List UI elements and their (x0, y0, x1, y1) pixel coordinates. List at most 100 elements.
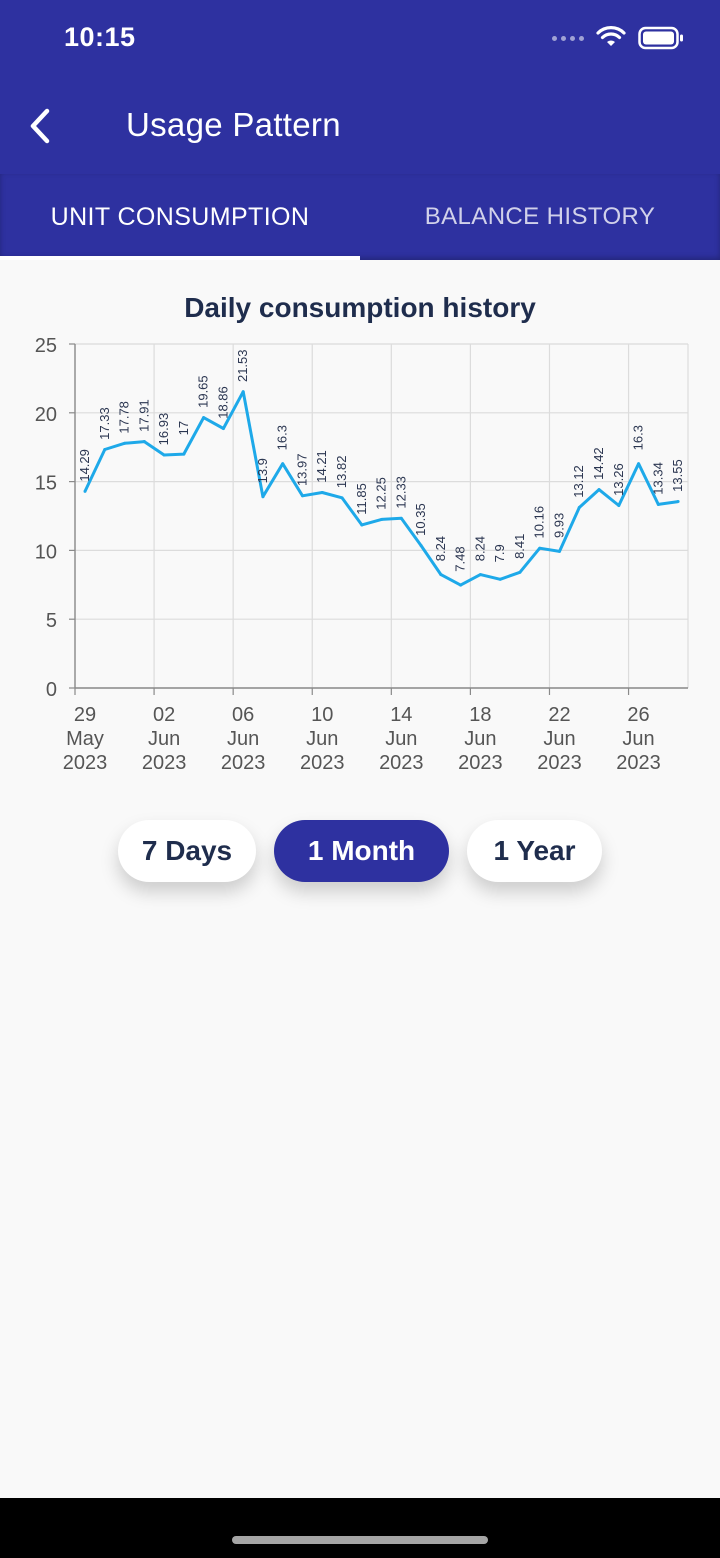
y-tick-label: 5 (46, 610, 57, 632)
tab-balance-history[interactable]: BALANCE HISTORY (360, 174, 720, 260)
consumption-line-chart: 051015202529May202302Jun202306Jun202310J… (35, 335, 689, 774)
y-tick-label: 20 (35, 404, 57, 426)
data-label: 12.33 (393, 476, 408, 509)
data-label: 8.41 (512, 534, 527, 559)
plot-area (75, 344, 688, 688)
data-label: 13.97 (294, 453, 309, 486)
x-tick-label-day: 26 (627, 704, 649, 726)
data-label: 18.86 (215, 386, 230, 419)
tab-label: BALANCE HISTORY (424, 203, 656, 230)
data-point (498, 577, 502, 581)
x-tick-label-year: 2023 (63, 752, 108, 774)
data-label: 13.9 (255, 458, 270, 483)
x-tick-label-year: 2023 (379, 752, 424, 774)
x-tick-label-month: Jun (148, 728, 180, 750)
x-tick-label-year: 2023 (458, 752, 503, 774)
data-label: 7.48 (453, 546, 468, 571)
x-tick-label-month: Jun (543, 728, 575, 750)
tab-indicator (0, 256, 360, 260)
data-label: 13.12 (571, 465, 586, 498)
range-1-month-button[interactable]: 1 Month (274, 820, 449, 882)
data-point (617, 504, 621, 508)
data-point (577, 505, 581, 509)
x-tick-label-month: May (66, 728, 104, 750)
data-label: 16.93 (156, 413, 171, 446)
battery-icon (638, 26, 683, 50)
tab-label: UNIT CONSUMPTION (50, 202, 310, 231)
tab-unit-consumption[interactable]: UNIT CONSUMPTION (0, 174, 360, 260)
x-tick-label-year: 2023 (300, 752, 345, 774)
status-bar: 10:15 (0, 0, 720, 80)
data-label: 7.9 (492, 544, 507, 562)
data-point (478, 573, 482, 577)
data-point (300, 494, 304, 498)
data-point (637, 462, 641, 466)
data-point (261, 495, 265, 499)
x-tick-label-month: Jun (227, 728, 259, 750)
chevron-left-icon (30, 108, 50, 144)
data-label: 13.55 (670, 459, 685, 492)
data-label: 17.78 (117, 401, 132, 434)
system-nav-bar (0, 1498, 720, 1558)
data-point (162, 453, 166, 457)
app-bar: Usage Pattern (0, 80, 720, 174)
data-label: 17.33 (97, 407, 112, 440)
data-point (103, 448, 107, 452)
data-point (221, 426, 225, 430)
x-tick-label-month: Jun (622, 728, 654, 750)
data-point (123, 441, 127, 445)
data-point (399, 516, 403, 520)
status-icons (552, 26, 684, 50)
x-tick-label-year: 2023 (537, 752, 582, 774)
status-time: 10:15 (64, 22, 136, 52)
data-label: 9.93 (551, 513, 566, 538)
data-label: 13.34 (650, 462, 665, 495)
data-label: 17.91 (136, 399, 151, 432)
data-point (380, 517, 384, 521)
data-label: 11.85 (354, 483, 369, 515)
data-point (281, 462, 285, 466)
data-label: 14.29 (77, 449, 92, 482)
chart-title: Daily consumption history (184, 292, 536, 323)
data-point (518, 570, 522, 574)
range-7-days-button[interactable]: 7 Days (118, 820, 256, 882)
data-point (320, 490, 324, 494)
y-tick-label: 0 (46, 679, 57, 701)
data-label: 19.65 (196, 375, 211, 408)
y-tick-label: 15 (35, 473, 57, 495)
x-tick-label-day: 22 (548, 704, 570, 726)
x-tick-label-month: Jun (464, 728, 496, 750)
data-label: 16.3 (631, 425, 646, 450)
data-point (419, 544, 423, 548)
x-tick-label-day: 18 (469, 704, 491, 726)
y-tick-label: 25 (35, 335, 57, 357)
x-tick-label-day: 10 (311, 704, 333, 726)
data-point (360, 523, 364, 527)
x-tick-label-month: Jun (385, 728, 417, 750)
data-label: 14.21 (314, 450, 329, 483)
back-button[interactable] (20, 102, 60, 150)
data-label: 21.53 (235, 349, 250, 382)
home-indicator[interactable] (232, 1536, 488, 1544)
wifi-icon (596, 26, 626, 46)
x-tick-label-day: 02 (153, 704, 175, 726)
signal-icon (552, 35, 584, 41)
x-tick-label-year: 2023 (616, 752, 661, 774)
data-point (597, 488, 601, 492)
tab-bar: UNIT CONSUMPTION BALANCE HISTORY (0, 174, 720, 260)
page-title: Usage Pattern (126, 106, 341, 143)
data-point (459, 583, 463, 587)
data-point (142, 440, 146, 444)
range-1-year-button[interactable]: 1 Year (467, 820, 602, 882)
data-point (83, 489, 87, 493)
data-point (557, 549, 561, 553)
data-label: 8.24 (433, 536, 448, 561)
data-point (182, 452, 186, 456)
data-point (202, 416, 206, 420)
data-label: 14.42 (591, 447, 606, 480)
data-point (538, 546, 542, 550)
data-point (241, 390, 245, 394)
data-label: 13.82 (334, 456, 349, 489)
data-label: 13.26 (611, 463, 626, 496)
x-tick-label-day: 14 (390, 704, 412, 726)
